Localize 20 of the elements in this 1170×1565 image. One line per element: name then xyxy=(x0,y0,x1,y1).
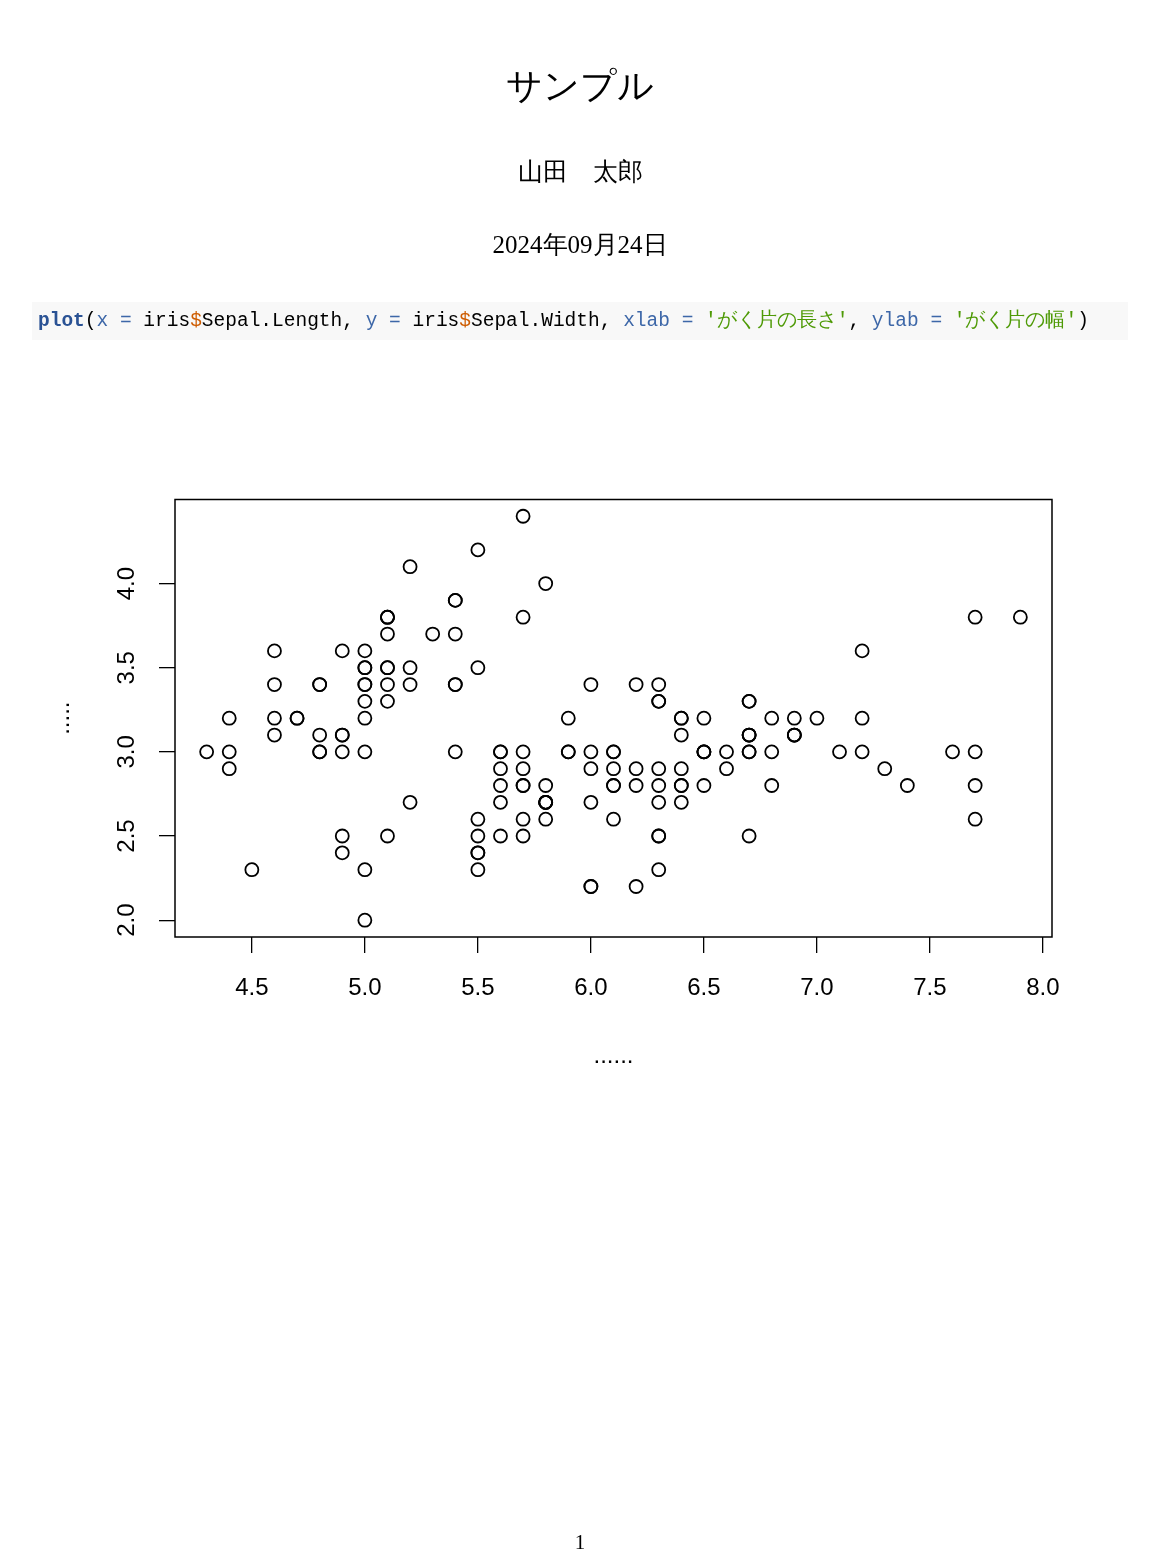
text: plot(x = iris$Sepal.Length, y = iris$Sepal.Width, xlab = 'がく片の長さ', ylab = 'がく片の幅') xyxy=(38,310,1089,332)
chart-title: サンプル xyxy=(505,65,655,108)
text: 2024年09月24日 xyxy=(491,230,669,260)
y-tick-label: 3.5 xyxy=(111,651,139,685)
x-tick-label: 7.0 xyxy=(800,973,834,1001)
y-tick-label: 2.0 xyxy=(111,903,139,937)
x-tick-label: 8.0 xyxy=(1026,973,1060,1001)
y-tick-label: 2.5 xyxy=(111,819,139,853)
x-tick-label: 6.5 xyxy=(687,973,721,1001)
y-axis-title: ..... xyxy=(47,701,75,735)
x-tick-label: 7.5 xyxy=(913,973,947,1001)
text: 1 xyxy=(573,1529,587,1556)
chart-subtitle: 山田 太郎 xyxy=(516,157,644,187)
x-tick-label: 5.5 xyxy=(461,973,495,1001)
x-axis-title: ...... xyxy=(593,1041,634,1069)
y-tick-label: 3.0 xyxy=(111,735,139,769)
x-tick-label: 6.0 xyxy=(574,973,608,1001)
x-tick-label: 5.0 xyxy=(348,973,382,1001)
x-tick-label: 4.5 xyxy=(235,973,269,1001)
y-tick-label: 4.0 xyxy=(111,566,139,601)
